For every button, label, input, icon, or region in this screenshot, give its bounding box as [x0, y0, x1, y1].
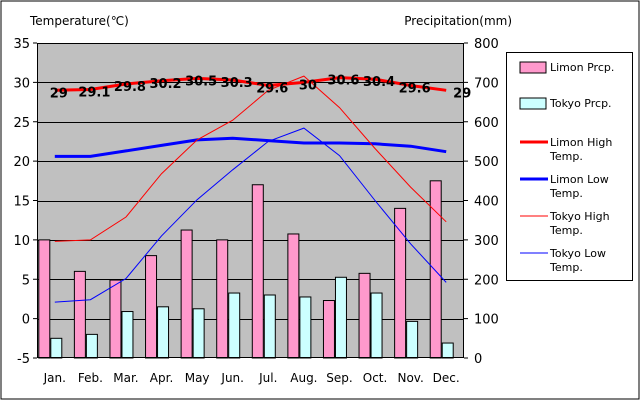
x-tick-label: Dec.: [433, 371, 460, 385]
bar-limon-prcp: [109, 279, 122, 359]
left-tick-label: 20: [13, 155, 30, 170]
data-label: 29.8: [114, 80, 146, 95]
right-tick-label: 100: [474, 313, 499, 328]
x-tick-label: Oct.: [363, 371, 388, 385]
x-tick-label: May: [185, 371, 210, 385]
legend-label: Limon Low Temp.: [549, 173, 609, 200]
legend-label: Tokyo High Temp.: [549, 210, 610, 237]
bar-limon-prcp: [73, 270, 86, 359]
x-tick-label: Jul.: [258, 371, 277, 385]
axes: 35302520151050-5800700600500400300200100…: [13, 37, 498, 385]
bar-limon-prcp: [322, 300, 335, 359]
right-tick-label: 200: [474, 273, 499, 288]
bar-limon-prcp: [251, 184, 264, 359]
bar-limon-prcp: [287, 233, 300, 359]
bar-tokyo-prcp: [157, 306, 170, 359]
bar-tokyo-prcp: [50, 337, 63, 359]
bar-tokyo-prcp: [334, 276, 347, 359]
data-label: 29.1: [78, 85, 110, 100]
left-tick-label: 15: [13, 195, 30, 210]
data-label: 30.3: [221, 76, 253, 91]
bar-limon-prcp: [145, 255, 158, 359]
right-tick-label: 600: [474, 116, 499, 131]
legend-label: Tokyo Low Temp.: [549, 247, 606, 274]
legend-label: Limon High Temp.: [549, 136, 612, 163]
line-tokyo-high-temp: [54, 75, 447, 242]
bar-limon-prcp: [358, 272, 371, 359]
right-tick-label: 300: [474, 234, 499, 249]
bar-limon-prcp: [38, 239, 51, 359]
plot-area: [37, 43, 464, 358]
data-label: 30.4: [363, 75, 395, 90]
bar-limon-prcp: [216, 239, 229, 359]
bar-tokyo-prcp: [370, 292, 383, 359]
left-tick-label: 10: [13, 234, 30, 249]
x-tick-label: Apr.: [150, 371, 173, 385]
bar-series: [38, 180, 454, 359]
data-label: 29.6: [256, 82, 288, 97]
line-limon-high-temp: [54, 76, 447, 92]
line-limon-low-temp: [54, 136, 447, 158]
right-tick-label: 800: [474, 37, 499, 52]
data-label: 29: [50, 86, 68, 101]
grid-lines: [37, 82, 464, 320]
data-label: 30.2: [150, 77, 182, 92]
bar-tokyo-prcp: [299, 296, 312, 359]
bar-tokyo-prcp: [406, 320, 419, 359]
bar-limon-prcp: [180, 229, 193, 359]
line-series: [54, 75, 447, 303]
data-label: 29: [453, 86, 471, 101]
data-label: 30.6: [327, 74, 359, 89]
right-tick-label: 0: [474, 352, 482, 367]
left-tick-label: 35: [13, 37, 30, 52]
data-label: 30: [299, 78, 317, 93]
left-tick-label: -5: [17, 352, 30, 367]
legend-swatch: [519, 97, 547, 110]
left-tick-label: 5: [22, 273, 30, 288]
line-tokyo-low-temp: [54, 127, 447, 303]
bar-tokyo-prcp: [192, 308, 205, 359]
x-tick-label: Jun.: [220, 371, 244, 385]
x-tick-label: Jan.: [43, 371, 66, 385]
bar-tokyo-prcp: [228, 292, 241, 359]
legend-swatch: [519, 61, 547, 74]
left-tick-label: 0: [22, 313, 30, 328]
legend-label: Limon Prcp.: [550, 61, 614, 74]
bar-tokyo-prcp: [263, 294, 276, 359]
legend-label: Tokyo Prcp.: [549, 97, 612, 110]
left-tick-label: 30: [13, 76, 30, 91]
x-tick-label: Mar.: [113, 371, 138, 385]
data-label: 30.5: [185, 74, 217, 89]
left-tick-label: 25: [13, 116, 30, 131]
data-label: 29.6: [399, 82, 431, 97]
bar-tokyo-prcp: [85, 333, 98, 359]
data-labels: 29 29.1 29.8 30.2 30.5 30.3 29.6 30 30.6 30.4 29.6…: [50, 74, 472, 102]
right-tick-label: 400: [474, 195, 499, 210]
x-tick-label: Aug.: [290, 371, 317, 385]
x-tick-label: Sep.: [326, 371, 352, 385]
x-tick-label: Feb.: [78, 371, 103, 385]
legend-box: [506, 52, 633, 281]
x-tick-label: Nov.: [397, 371, 423, 385]
right-tick-label: 700: [474, 76, 499, 91]
plot-border: [37, 43, 464, 358]
right-tick-label: 500: [474, 155, 499, 170]
right-axis-title: Precipitation(mm): [404, 14, 512, 28]
bar-tokyo-prcp: [121, 311, 134, 359]
bar-tokyo-prcp: [441, 342, 454, 359]
legend: Limon Prcp. Tokyo Prcp. Limon High Temp. Lim…: [506, 52, 633, 281]
left-axis-title: Temperature(℃): [29, 14, 129, 28]
